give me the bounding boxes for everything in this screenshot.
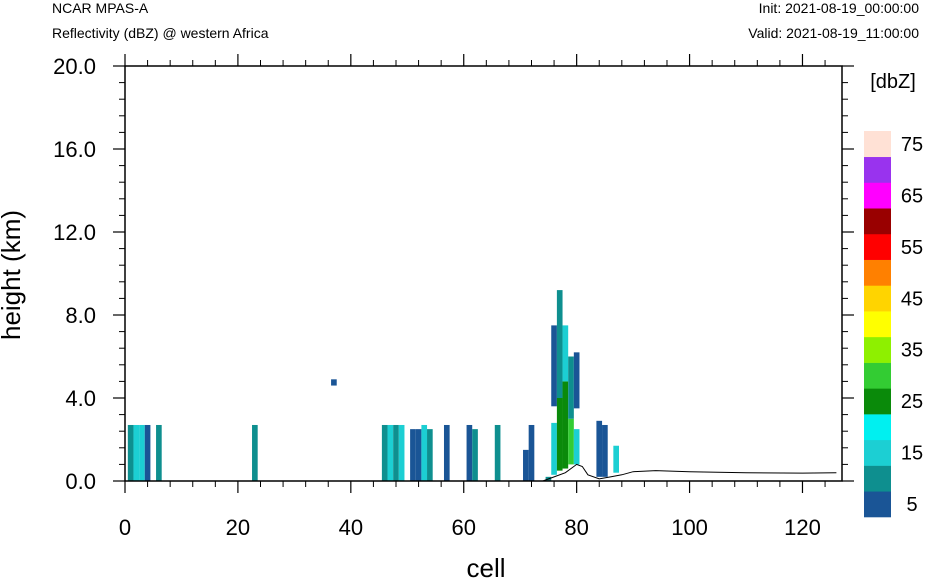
- x-tick-label: 120: [784, 515, 821, 540]
- reflectivity-cell: [562, 381, 569, 469]
- reflectivity-cell: [133, 424, 140, 481]
- reflectivity-cell: [472, 429, 478, 482]
- reflectivity-cell: [573, 429, 580, 465]
- colorbar-label: 65: [901, 185, 923, 207]
- colorbar-swatch: [864, 259, 891, 286]
- reflectivity-cell: [494, 424, 501, 481]
- reflectivity-cell: [393, 424, 399, 481]
- colorbar-swatch: [864, 388, 891, 415]
- y-axis-title: height (km): [0, 210, 26, 340]
- model-name: NCAR MPAS-A: [52, 0, 149, 16]
- colorbar-title: [dbZ]: [870, 71, 916, 93]
- colorbar-label: 75: [901, 134, 923, 156]
- reflectivity-cell: [381, 424, 388, 481]
- reflectivity-cell: [415, 429, 422, 482]
- reflectivity-cell: [568, 356, 574, 419]
- colorbar-swatch: [864, 285, 891, 312]
- x-tick-label: 60: [451, 515, 475, 540]
- colorbar-label: 15: [901, 443, 923, 465]
- x-axis-title: cell: [466, 553, 505, 580]
- reflectivity-cell: [596, 420, 603, 477]
- x-tick-label: 100: [671, 515, 708, 540]
- reflectivity-cell: [127, 424, 134, 481]
- reflectivity-cell: [551, 422, 557, 475]
- reflectivity-cell: [427, 429, 433, 482]
- reflectivity-cell: [556, 290, 563, 398]
- x-tick-label: 20: [226, 515, 250, 540]
- field-description: Reflectivity (dBZ) @ western Africa: [52, 25, 269, 41]
- colorbar-swatch: [864, 311, 891, 338]
- colorbar-swatch: [864, 131, 891, 158]
- terrain-line: [125, 463, 837, 482]
- colorbar: 5 15 25 35 45 55 65 75: [864, 131, 923, 518]
- reflectivity-cell: [602, 424, 608, 477]
- x-tick-label: 80: [564, 515, 588, 540]
- reflectivity-cell: [568, 418, 574, 465]
- colorbar-label: 25: [901, 391, 923, 413]
- reflectivity-cell: [144, 424, 151, 481]
- colorbar-label: 5: [906, 494, 917, 516]
- reflectivity-cell: [331, 379, 337, 386]
- reflectivity-cell: [528, 424, 535, 481]
- reflectivity-cell: [523, 449, 529, 482]
- reflectivity-cell: [421, 424, 428, 481]
- x-tick-label: 0: [119, 515, 131, 540]
- reflectivity-cell: [443, 424, 450, 481]
- colorbar-swatch: [864, 156, 891, 183]
- colorbar-label: 55: [901, 237, 923, 259]
- reflectivity-cell: [139, 424, 145, 481]
- colorbar-swatch: [864, 336, 891, 363]
- colorbar-swatch: [864, 491, 891, 518]
- y-tick-label: 16.0: [53, 137, 96, 162]
- reflectivity-cell: [156, 424, 162, 481]
- reflectivity-cell: [551, 325, 557, 407]
- reflectivity-cell: [410, 429, 416, 482]
- y-tick-label: 8.0: [65, 303, 96, 328]
- reflectivity-cell: [556, 398, 563, 471]
- colorbar-swatch: [864, 465, 891, 492]
- reflectivity-cell: [562, 325, 569, 382]
- y-tick-label: 0.0: [65, 469, 96, 494]
- x-tick-label: 40: [339, 515, 363, 540]
- reflectivity-cell: [573, 352, 580, 409]
- reflectivity-cell: [387, 424, 394, 481]
- plot-frame: [124, 65, 843, 482]
- colorbar-swatch: [864, 233, 891, 260]
- terrain-outline: [125, 463, 837, 482]
- reflectivity-cells: [127, 290, 619, 482]
- colorbar-swatch: [864, 439, 891, 466]
- colorbar-swatch: [864, 208, 891, 235]
- y-tick-label: 4.0: [65, 386, 96, 411]
- axis-ticks: 0 20 40 60 80 100 120 0.0 4.0 8.0 12.0 16.0 20.0: [53, 54, 854, 540]
- colorbar-swatch: [864, 182, 891, 209]
- colorbar-swatch: [864, 414, 891, 441]
- reflectivity-cell: [252, 424, 258, 481]
- reflectivity-cell: [466, 424, 473, 481]
- y-tick-label: 20.0: [53, 54, 96, 79]
- y-tick-label: 12.0: [53, 220, 96, 245]
- valid-time: Valid: 2021-08-19_11:00:00: [748, 25, 919, 41]
- colorbar-swatch: [864, 362, 891, 389]
- colorbar-label: 45: [901, 288, 923, 310]
- init-time: Init: 2021-08-19_00:00:00: [758, 0, 919, 16]
- colorbar-label: 35: [901, 340, 923, 362]
- reflectivity-cell: [398, 424, 405, 481]
- reflectivity-cell: [613, 445, 619, 473]
